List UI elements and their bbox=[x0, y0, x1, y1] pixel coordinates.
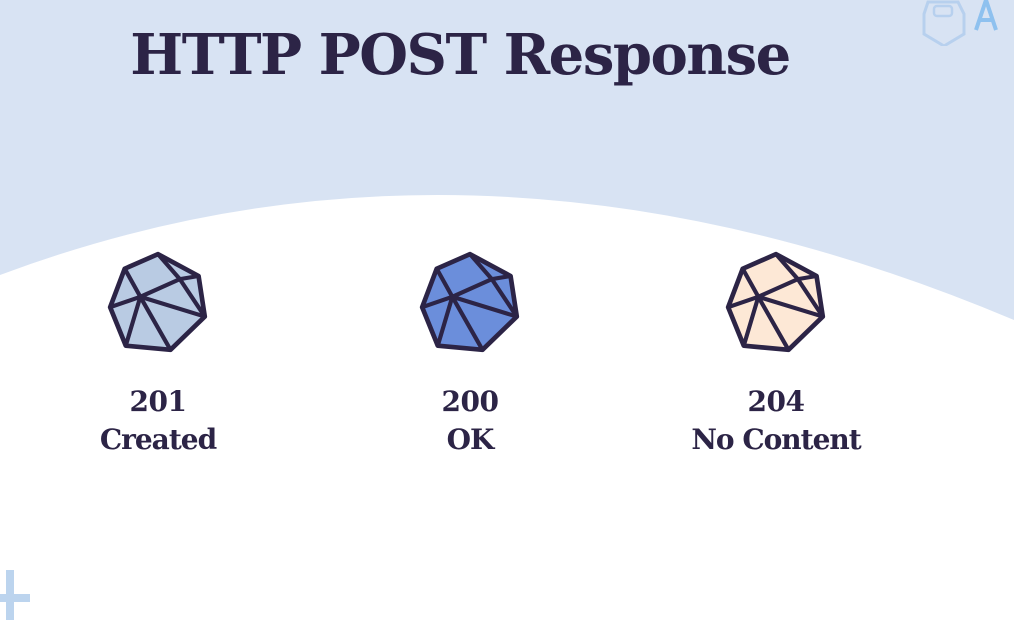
status-label: Created bbox=[99, 423, 217, 456]
logo bbox=[922, 0, 998, 46]
status-code: 200 bbox=[441, 385, 499, 418]
icosahedron-icon bbox=[419, 251, 520, 353]
status-label: OK bbox=[446, 423, 495, 456]
plus-decoration-icon bbox=[0, 570, 30, 620]
status-label: No Content bbox=[691, 423, 861, 456]
status-code: 201 bbox=[129, 385, 187, 418]
response-200: 200 OK bbox=[360, 250, 580, 460]
response-204: 204 No Content bbox=[666, 250, 886, 460]
status-code: 204 bbox=[747, 385, 805, 418]
icosahedron-icon bbox=[107, 251, 208, 353]
response-201: 201 Created bbox=[48, 250, 268, 460]
icosahedron-icon bbox=[725, 251, 826, 353]
slide-title: HTTP POST Response bbox=[130, 22, 791, 88]
